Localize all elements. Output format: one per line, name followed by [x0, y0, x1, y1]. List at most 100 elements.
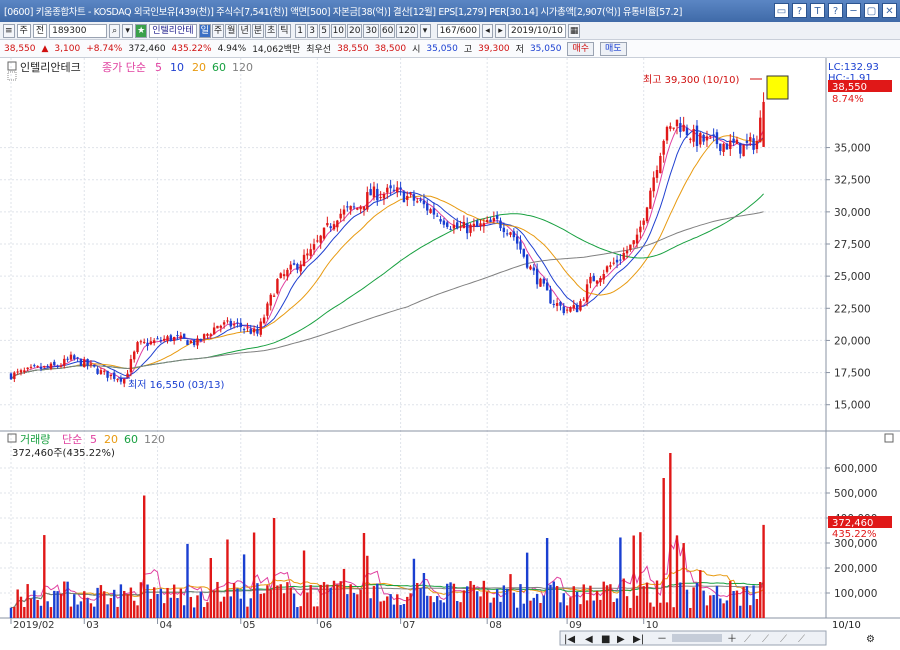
volume-bar — [529, 600, 532, 618]
calendar-icon[interactable]: ▦ — [567, 23, 581, 38]
candle-body — [515, 236, 519, 244]
candle-body — [679, 123, 682, 132]
period-button-3[interactable]: 년 — [238, 23, 251, 38]
candle — [499, 217, 502, 232]
candle — [23, 367, 26, 374]
interval-button-3[interactable]: 3 — [306, 23, 318, 38]
date-input[interactable]: 2019/10/10 — [507, 23, 566, 38]
type-select[interactable]: 주 — [16, 23, 31, 38]
volume-pane-checkbox-icon[interactable] — [7, 433, 17, 443]
scroll-last-icon[interactable]: ▶| — [633, 634, 644, 645]
candle — [642, 218, 645, 230]
candle — [56, 364, 59, 369]
minimize-icon[interactable]: ─ — [846, 3, 861, 18]
period-button-6[interactable]: 틱 — [278, 23, 291, 38]
candle-body — [665, 126, 669, 141]
candle — [316, 234, 319, 243]
arrow-left-icon[interactable]: ◂ — [481, 23, 493, 38]
period-button-2[interactable]: 월 — [225, 23, 238, 38]
scroll-thumb[interactable] — [672, 634, 722, 642]
period-select[interactable]: 전 — [32, 23, 48, 38]
pane-checkbox-icon[interactable] — [7, 61, 17, 71]
volume-moving-averages — [10, 535, 765, 609]
arrow-right-icon[interactable]: ▸ — [494, 23, 506, 38]
scroll-stop-icon[interactable]: ■ — [601, 634, 610, 645]
zoom-out-icon[interactable]: － — [657, 634, 667, 645]
volume-bar — [156, 593, 159, 618]
sell-button[interactable]: 매도 — [600, 41, 627, 56]
interval-button-30[interactable]: 30 — [363, 23, 379, 38]
candle-body — [192, 339, 196, 346]
candle — [709, 135, 712, 139]
volume-pane-toggle-icon[interactable] — [884, 433, 894, 443]
scroll-prev-icon[interactable]: ◀ — [585, 634, 593, 645]
candle — [579, 298, 582, 312]
interval-button-1[interactable]: 1 — [294, 23, 306, 38]
draw-channel-icon[interactable]: ⟋ — [798, 634, 805, 645]
zoom-in-icon[interactable]: ＋ — [727, 634, 737, 645]
stock-chart[interactable]: 15,000 17,500 20,000 22,500 25,000 27,500 30,0… — [0, 58, 900, 650]
candle-body — [582, 299, 585, 301]
scroll-first-icon[interactable]: |◀ — [564, 634, 575, 645]
volume-bar — [176, 598, 179, 618]
candle-body — [319, 235, 322, 243]
interval-button-60[interactable]: 60 — [379, 23, 396, 38]
candle-body — [572, 305, 575, 309]
interval-button-10[interactable]: 10 — [330, 23, 347, 38]
volume-bar — [169, 597, 173, 618]
info-icon[interactable]: ? — [828, 3, 843, 18]
candle — [156, 336, 159, 340]
period-button-5[interactable]: 초 — [265, 23, 278, 38]
buy-button[interactable]: 매수 — [567, 41, 594, 56]
interval-button-5[interactable]: 5 — [318, 23, 330, 38]
scroll-next-icon[interactable]: ▶ — [617, 634, 625, 645]
candle — [69, 351, 73, 361]
dropdown-icon[interactable]: ▾ — [122, 23, 134, 38]
candle — [722, 142, 725, 157]
candle-body — [292, 263, 296, 265]
date-label-1: 03 — [86, 620, 99, 631]
scroll-icon[interactable]: ▾ — [419, 23, 431, 38]
candle — [259, 318, 262, 337]
candle — [272, 293, 276, 297]
settings-icon[interactable]: ⚙ — [866, 634, 875, 645]
volume-bar — [412, 558, 416, 618]
candle — [159, 336, 163, 344]
period-button-4[interactable]: 분 — [251, 23, 264, 38]
stock-code-input[interactable]: 189300 — [49, 23, 108, 38]
candle — [319, 234, 322, 249]
candle — [652, 171, 655, 198]
date-label-3: 05 — [243, 620, 256, 631]
vma-20-label: 20 — [104, 433, 118, 446]
marker-square-icon[interactable] — [766, 75, 789, 100]
help-icon[interactable]: ? — [792, 3, 807, 18]
scroll-bar[interactable]: |◀ ◀ ■ ▶ ▶| － ＋ ⟋ ⟋ ⟋ ⟋ ⚙ — [559, 630, 875, 646]
draw-fib-icon[interactable]: ⟋ — [780, 634, 787, 645]
interval-button-120[interactable]: 120 — [396, 23, 418, 38]
crosshair-icon[interactable] — [7, 71, 17, 81]
interval-button-20[interactable]: 20 — [347, 23, 363, 38]
candle — [612, 257, 615, 266]
period-button-1[interactable]: 주 — [211, 23, 225, 38]
maximize-icon[interactable]: ▢ — [864, 3, 879, 18]
text-icon[interactable]: T — [810, 3, 825, 18]
volume-bar — [199, 591, 203, 618]
volume-bar — [136, 605, 139, 618]
search-icon[interactable]: ⌕ — [109, 23, 121, 38]
candle-body — [402, 191, 406, 203]
menu-icon[interactable]: ≡ — [3, 23, 15, 38]
candle-body — [622, 253, 625, 260]
candle — [352, 202, 356, 210]
candle — [359, 205, 362, 214]
draw-trend-icon[interactable]: ⟋ — [762, 634, 769, 645]
draw-line-icon[interactable]: ⟋ — [744, 634, 751, 645]
favorite-icon[interactable]: ★ — [135, 23, 148, 38]
period-button-0[interactable]: 일 — [198, 23, 211, 38]
candle — [266, 301, 269, 320]
volume-bar — [226, 539, 229, 618]
restore-window-icon[interactable]: ▭ — [774, 3, 789, 18]
close-icon[interactable]: ✕ — [882, 3, 897, 18]
candle-body — [669, 126, 672, 129]
chart-title: 인텔리안테크 — [20, 61, 81, 74]
candle — [495, 211, 499, 224]
